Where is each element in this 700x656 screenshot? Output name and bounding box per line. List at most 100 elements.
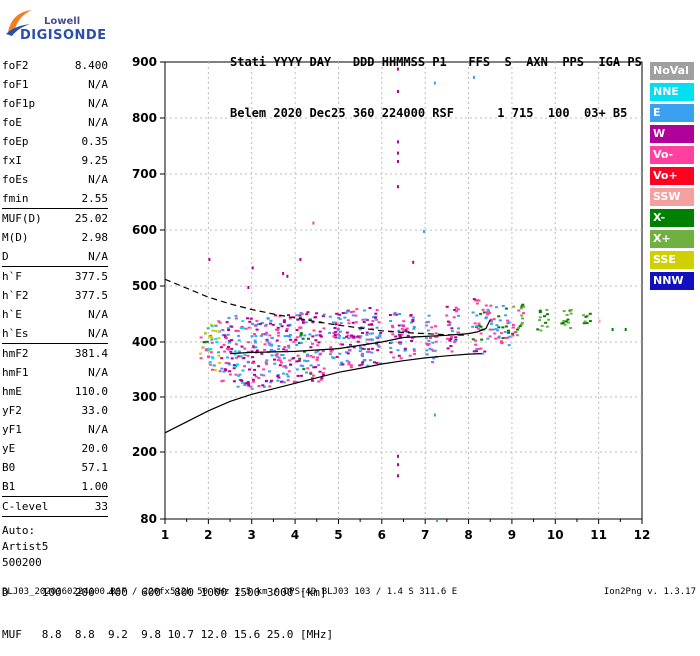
echo-mark (270, 379, 273, 382)
echo-mark (506, 336, 510, 339)
parameter-value: N/A (88, 423, 108, 436)
echo-mark (520, 321, 524, 324)
legend-item-x-: X+ (650, 230, 694, 248)
echo-mark (222, 343, 226, 346)
x-tick-label: 2 (204, 528, 212, 542)
echo-mark (250, 350, 254, 353)
echo-mark (359, 335, 363, 338)
echo-mark (399, 357, 403, 360)
echo-mark (234, 314, 238, 317)
echo-mark (306, 367, 310, 370)
echo-mark (217, 337, 221, 340)
echo-mark (512, 326, 515, 329)
echo-mark (246, 360, 250, 363)
echo-mark (268, 370, 272, 373)
echo-mark (224, 362, 228, 364)
parameter-row: foF2 8.400 (2, 56, 108, 75)
echo-mark (346, 319, 350, 322)
echo-mark (265, 359, 269, 362)
echo-mark (483, 350, 487, 353)
echo-mark (334, 331, 338, 334)
echo-mark (276, 334, 280, 337)
echo-mark (371, 320, 375, 323)
electron-density-profile (229, 319, 491, 355)
echo-mark (217, 351, 220, 354)
echo-mark (209, 334, 213, 337)
echo-mark (400, 324, 403, 327)
parameter-value: 20.0 (81, 442, 109, 455)
echo-mark (247, 341, 250, 344)
echo-mark (250, 387, 254, 390)
echo-mark (280, 325, 284, 328)
echo-mark (406, 334, 410, 337)
echo-point (436, 519, 438, 522)
parameter-name: hmF2 (2, 347, 29, 360)
echo-mark (497, 335, 501, 338)
echo-mark (228, 370, 232, 373)
echo-point (412, 260, 415, 264)
echo-mark (276, 375, 280, 378)
echo-mark (511, 324, 515, 326)
parameter-name: hmE (2, 385, 22, 398)
echo-mark (266, 317, 270, 320)
echo-mark (302, 368, 306, 371)
echo-mark (364, 318, 368, 321)
echo-mark (311, 342, 314, 345)
echo-mark (229, 350, 233, 353)
echo-mark (349, 366, 353, 369)
echo-mark (499, 332, 503, 335)
echo-mark (588, 320, 592, 323)
echo-mark (276, 326, 280, 329)
echo-mark (454, 306, 458, 309)
echo-mark (236, 385, 240, 388)
echo-mark (275, 339, 279, 342)
echo-mark (365, 338, 369, 341)
echo-mark (234, 373, 238, 376)
echo-mark (375, 336, 379, 339)
echo-mark (230, 325, 234, 328)
echo-mark (411, 337, 414, 340)
echo-mark (476, 327, 480, 330)
echo-mark (486, 337, 490, 340)
autoscaling-line: Artist5 (2, 540, 49, 553)
echo-mark (480, 338, 484, 341)
echo-mark (474, 343, 478, 346)
echo-mark (270, 348, 274, 351)
echo-mark (255, 328, 259, 331)
echo-mark (248, 368, 251, 371)
echo-mark (311, 379, 314, 382)
echo-mark (250, 335, 254, 338)
echo-mark (545, 325, 549, 328)
echo-mark (253, 368, 257, 371)
parameter-name: fxI (2, 154, 22, 167)
echo-mark (431, 361, 434, 364)
echo-mark (338, 352, 342, 355)
echo-mark (207, 355, 211, 358)
echo-mark (249, 385, 253, 388)
echo-mark (209, 351, 213, 354)
echo-mark (329, 346, 333, 349)
echo-mark (211, 357, 215, 360)
echo-point (312, 221, 315, 225)
echo-mark (491, 328, 495, 331)
echo-mark (252, 380, 256, 383)
echo-mark (347, 337, 351, 340)
echo-mark (484, 316, 488, 319)
legend-item-sse: SSE (650, 251, 694, 269)
echo-mark (311, 321, 315, 324)
parameter-row: yE 20.0 (2, 439, 108, 458)
echo-mark (453, 339, 457, 342)
echo-mark (237, 355, 241, 358)
echo-mark (449, 338, 453, 340)
echo-mark (254, 324, 258, 326)
echo-mark (397, 324, 401, 327)
echo-mark (334, 336, 338, 339)
echo-mark (401, 324, 405, 327)
echo-mark (315, 358, 319, 361)
echo-mark (349, 336, 353, 339)
echo-mark (503, 330, 507, 333)
parameter-row: foEp 0.35 (2, 132, 108, 151)
echo-mark (289, 338, 293, 341)
echo-mark (412, 326, 416, 328)
echo-mark (248, 320, 252, 323)
